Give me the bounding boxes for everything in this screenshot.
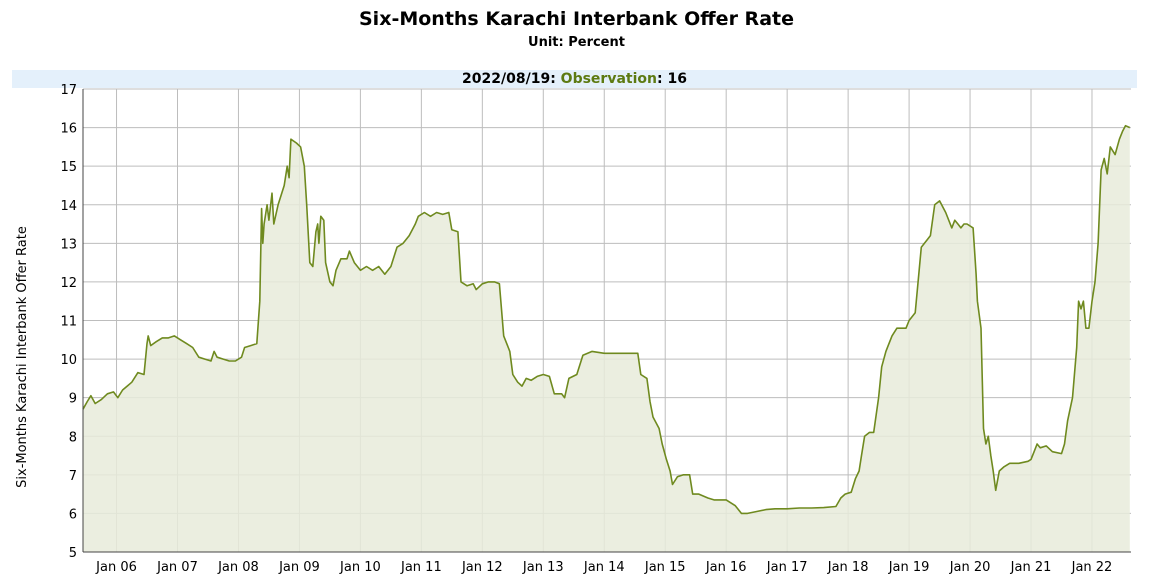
x-tick-label: Jan 11 [400, 560, 442, 575]
series-area [83, 125, 1130, 552]
x-tick-label: Jan 15 [644, 560, 686, 575]
x-tick-label: Jan 22 [1071, 560, 1113, 575]
x-tick-label: Jan 21 [1010, 560, 1052, 575]
x-tick-label: Jan 17 [766, 560, 808, 575]
chart-title: Six-Months Karachi Interbank Offer Rate [359, 8, 794, 30]
y-tick-label: 15 [60, 160, 77, 175]
y-tick-label: 8 [69, 430, 77, 445]
x-tick-label: Jan 13 [522, 560, 564, 575]
y-axis-label: Six-Months Karachi Interbank Offer Rate [15, 226, 30, 488]
y-tick-label: 13 [60, 237, 77, 252]
y-tick-labels: 5 6 7 8 9 10 11 12 13 14 15 16 17 [60, 83, 77, 561]
chart-unit: Unit: Percent [528, 35, 625, 50]
y-tick-label: 12 [60, 276, 77, 291]
y-tick-label: 6 [69, 507, 77, 522]
y-tick-label: 9 [69, 392, 77, 407]
x-tick-label: Jan 19 [888, 560, 930, 575]
x-tick-label: Jan 06 [95, 560, 137, 575]
x-tick-label: Jan 14 [583, 560, 625, 575]
x-tick-label: Jan 09 [278, 560, 320, 575]
x-tick-label: Jan 18 [827, 560, 869, 575]
x-tick-label: Jan 16 [705, 560, 747, 575]
observation-label: Observation [560, 71, 657, 87]
y-tick-label: 16 [60, 122, 77, 137]
x-tick-labels: Jan 06 Jan 07 Jan 08 Jan 09 Jan 10 Jan 11 Jan … [95, 560, 1112, 575]
x-tick-label: Jan 08 [217, 560, 259, 575]
observation-date: 2022/08/19 [462, 71, 551, 87]
y-tick-label: 11 [60, 315, 77, 330]
y-tick-label: 14 [60, 199, 77, 214]
observation-bar: 2022/08/19: Observation: 16 [12, 70, 1137, 88]
observation-sep-2: : [656, 71, 663, 87]
y-tick-label: 7 [69, 469, 77, 484]
series-line [82, 124, 1131, 515]
y-tick-label: 5 [69, 546, 77, 561]
x-tick-label: Jan 12 [461, 560, 503, 575]
observation-value: 16 [667, 71, 687, 87]
x-tick-label: Jan 10 [339, 560, 381, 575]
y-tick-label: 10 [60, 353, 77, 368]
plot-axes [82, 89, 1131, 553]
observation-sep: : [550, 71, 556, 87]
x-tick-label: Jan 20 [949, 560, 991, 575]
y-tick-label: 17 [60, 83, 77, 98]
x-tick-label: Jan 07 [156, 560, 198, 575]
